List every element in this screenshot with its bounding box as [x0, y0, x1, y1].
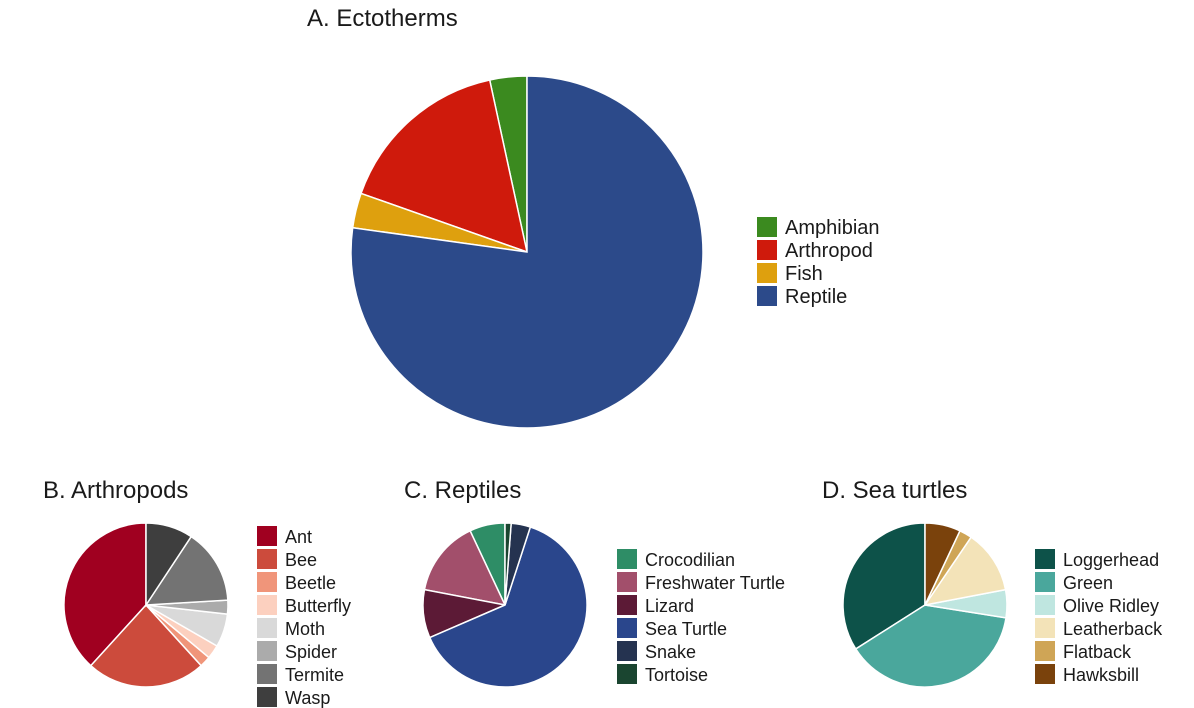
- legend-label: Freshwater Turtle: [645, 573, 785, 593]
- legend-swatch: [757, 217, 777, 237]
- pie-slice-tortoise: [504, 522, 512, 606]
- pie-slice-hawksbill: [924, 522, 961, 606]
- legend-label: Bee: [285, 550, 317, 570]
- legend-swatch: [1035, 572, 1055, 592]
- legend-swatch: [257, 641, 277, 661]
- legend-swatch: [257, 572, 277, 592]
- legend-label: Wasp: [285, 688, 330, 708]
- legend-swatch: [257, 549, 277, 569]
- legend-swatch: [1035, 618, 1055, 638]
- legend-swatch: [757, 286, 777, 306]
- legend-swatch: [617, 549, 637, 569]
- pie-slice-leatherback: [923, 536, 1007, 607]
- pie-slice-bee: [89, 603, 203, 688]
- legend-swatch: [617, 595, 637, 615]
- legend-swatch: [617, 664, 637, 684]
- legend-label: Beetle: [285, 573, 336, 593]
- chart-title: B. Arthropods: [43, 477, 188, 504]
- chart-title: D. Sea turtles: [822, 477, 967, 504]
- pie-chart-3: D. Sea turtles Loggerhead Green Olive Ridle…: [822, 477, 1163, 688]
- pie-slice-termite: [144, 535, 229, 606]
- legend-label: Termite: [285, 665, 344, 685]
- legend-label: Reptile: [785, 286, 847, 308]
- legend-swatch: [1035, 641, 1055, 661]
- legend-label: Arthropod: [785, 240, 873, 262]
- legend-swatch: [1035, 664, 1055, 684]
- legend-swatch: [1035, 595, 1055, 615]
- legend-label: Green: [1063, 573, 1113, 593]
- legend-label: Fish: [785, 263, 823, 285]
- legend-swatch: [257, 526, 277, 546]
- legend-swatch: [257, 618, 277, 638]
- legend-swatch: [757, 240, 777, 260]
- chart-title: C. Reptiles: [404, 477, 521, 504]
- chart-title: A. Ectotherms: [307, 5, 458, 32]
- legend-label: Leatherback: [1063, 619, 1163, 639]
- pie-slice-green: [854, 604, 1007, 688]
- legend-label: Flatback: [1063, 642, 1132, 662]
- legend-label: Ant: [285, 527, 312, 547]
- pie-chart-1: B. Arthropods Ant Bee Beetle Butterfly Moth Sp…: [43, 477, 351, 708]
- pie-slice-freshwater-turtle: [423, 529, 507, 607]
- legend-label: Olive Ridley: [1063, 596, 1159, 616]
- legend-label: Tortoise: [645, 665, 708, 685]
- pie-slice-arthropod: [360, 79, 529, 254]
- legend-swatch: [257, 664, 277, 684]
- legend-swatch: [257, 595, 277, 615]
- pie-slice-sea-turtle: [428, 526, 588, 688]
- legend-label: Snake: [645, 642, 696, 662]
- pie-chart-0: A. Ectotherms AmphibianArthropodFishRepti…: [307, 5, 880, 429]
- legend-label: Lizard: [645, 596, 694, 616]
- pie-slice-ant: [63, 522, 147, 667]
- legend-label: Amphibian: [785, 217, 880, 239]
- legend-label: Sea Turtle: [645, 619, 727, 639]
- legend-label: Moth: [285, 619, 325, 639]
- legend-swatch: [617, 572, 637, 592]
- pie-chart-2: C. Reptiles Crocodilian Freshwater Turtle L…: [404, 477, 785, 688]
- legend-label: Spider: [285, 642, 337, 662]
- legend-swatch: [617, 641, 637, 661]
- legend-label: Hawksbill: [1063, 665, 1139, 685]
- legend-swatch: [257, 687, 277, 707]
- legend-swatch: [757, 263, 777, 283]
- legend-label: Crocodilian: [645, 550, 735, 570]
- legend-swatch: [1035, 549, 1055, 569]
- pie-slice-reptile: [350, 75, 704, 429]
- pie-slice-wasp: [145, 522, 193, 608]
- legend-swatch: [617, 618, 637, 638]
- legend-label: Butterfly: [285, 596, 351, 616]
- legend-label: Loggerhead: [1063, 550, 1159, 570]
